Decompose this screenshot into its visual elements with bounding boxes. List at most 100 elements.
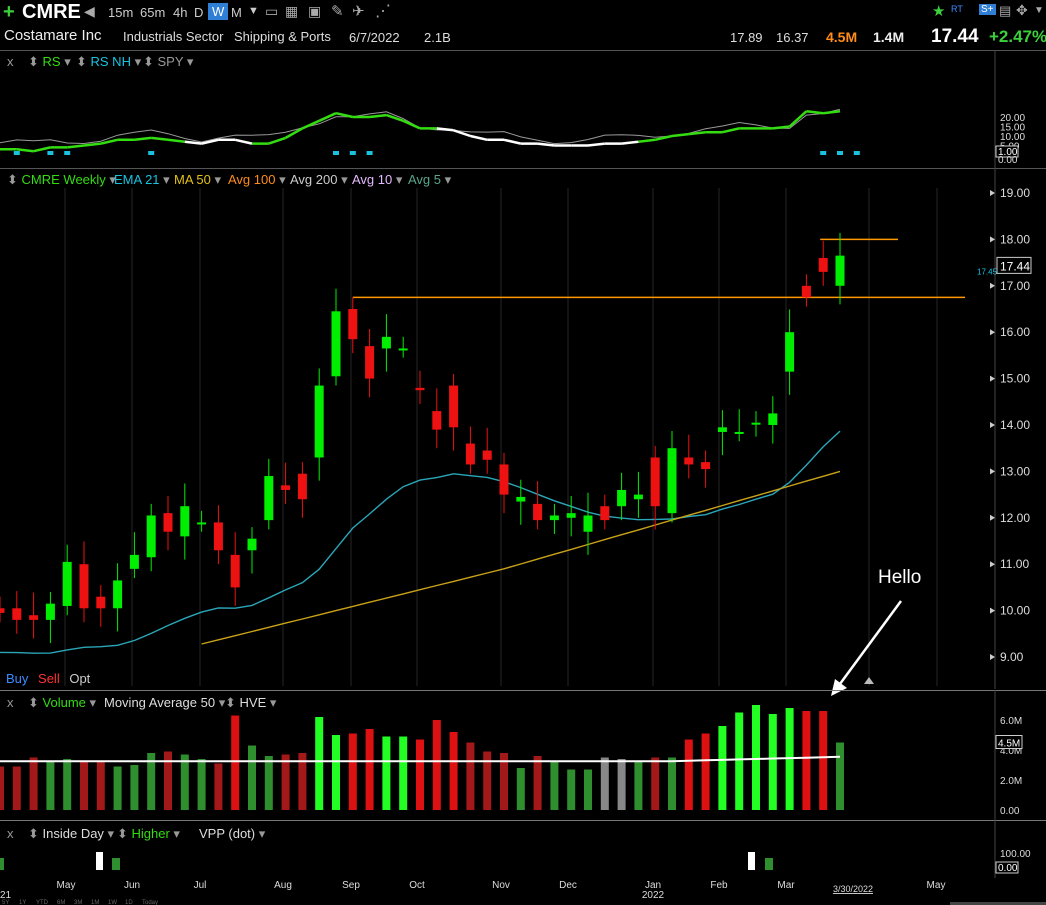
volume-ma-item[interactable]: Moving Average 50 ▾ [104, 695, 226, 710]
sell-button[interactable]: Sell [38, 671, 60, 686]
rs-line-segment [151, 136, 169, 142]
move-icon[interactable]: ✥ [1016, 2, 1028, 18]
rs-line-segment [284, 127, 304, 139]
rs-nh-dot [349, 151, 356, 155]
industry-link[interactable]: Shipping & Ports [234, 29, 331, 44]
splus-badge[interactable]: S+ [979, 4, 996, 15]
print-icon[interactable]: ▤ [999, 3, 1012, 18]
rs-nh-dot [47, 151, 54, 155]
volume-bar [164, 751, 172, 810]
hve-label: HVE [239, 695, 267, 710]
scrollbar [950, 902, 1046, 905]
annotation-text[interactable]: Hello [878, 567, 922, 588]
avg100-item[interactable]: Avg 100 ▾ [228, 172, 286, 187]
grid-icon[interactable]: ▣ [308, 3, 322, 19]
rs-close-icon[interactable]: x [7, 54, 14, 69]
range-button[interactable]: YTD [36, 900, 49, 905]
vpp-item[interactable]: VPP (dot) ▾ [199, 826, 266, 841]
sector-link[interactable]: Industrials Sector [123, 29, 224, 44]
volume-bar [416, 739, 424, 810]
ema21-item[interactable]: EMA 21 ▾ [114, 172, 170, 187]
volume-item[interactable]: ⬍ Volume ▾ [28, 695, 97, 710]
change-percent: +2.47% [989, 27, 1046, 46]
share-icon[interactable]: ⋰ [375, 3, 391, 20]
x-tick-label: Mar [777, 880, 795, 891]
menu-chevron-icon[interactable]: ▼ [1034, 5, 1044, 16]
range-button[interactable]: 6M [57, 900, 65, 905]
star-icon[interactable]: ★ [932, 3, 946, 20]
buy-button[interactable]: Buy [6, 671, 29, 686]
volume-close-icon[interactable]: x [7, 695, 14, 710]
bottom-close-icon[interactable]: x [7, 826, 14, 841]
pencil-icon[interactable]: ✎ [331, 3, 344, 20]
higher-item[interactable]: ⬍ Higher ▾ [117, 826, 180, 841]
option-button[interactable]: Opt [69, 671, 91, 686]
rs-line-segment [722, 127, 740, 134]
tf-15m[interactable]: 15m [108, 5, 134, 20]
candle-body [516, 496, 526, 502]
range-button[interactable]: 5Y [2, 900, 9, 905]
hve-item[interactable]: ⬍ HVE ▾ [225, 695, 277, 710]
range-button[interactable]: 1W [108, 900, 117, 905]
add-symbol-icon[interactable]: + [3, 1, 15, 23]
range-button[interactable]: 1D [125, 900, 133, 905]
rs-line-segment [167, 138, 185, 143]
avg200-item[interactable]: Avg 200 ▾ [290, 172, 348, 187]
ma50-item[interactable]: MA 50 ▾ [174, 172, 222, 187]
candle-body [180, 506, 190, 537]
avg10-label: Avg 10 [352, 172, 393, 187]
range-button[interactable]: Today [142, 900, 158, 905]
price-chart[interactable]: 19.00 18.00 17.00 16.00 15.00 14.00 13.00 12.00… [0, 168, 1046, 689]
inside-day-item[interactable]: ⬍ Inside Day ▾ [28, 826, 115, 841]
candle-body [432, 411, 442, 430]
chevron-down-icon[interactable]: ▼ [248, 5, 259, 17]
realtime-badge[interactable]: RT [951, 4, 963, 14]
rsnh-item[interactable]: ⬍ RS NH ▾ [76, 54, 142, 69]
range-button[interactable]: 1M [91, 900, 99, 905]
avg10-item[interactable]: Avg 10 ▾ [352, 172, 403, 187]
rs-line-segment [587, 142, 605, 147]
rs-nh-dot [148, 151, 155, 155]
volume-ma-label: Moving Average 50 [104, 695, 216, 710]
avg5-item[interactable]: Avg 5 ▾ [408, 172, 452, 187]
candle-body [96, 596, 106, 609]
symbol-title[interactable]: CMRE [22, 1, 81, 23]
rs-line-segment [470, 134, 488, 142]
tf-m[interactable]: M [231, 5, 242, 20]
volume-bar [130, 765, 139, 810]
tf-d[interactable]: D [194, 5, 204, 20]
range-button[interactable]: 3M [74, 900, 82, 905]
marker-label: 17.45 [977, 267, 998, 276]
tf-4h[interactable]: 4h [173, 5, 188, 20]
toolbar: + CMRE ◀ 15m 65m 4h D W M ▼ ▭ ▦ ▣ ✎ ✈ ⋰ … [0, 0, 1046, 24]
layout-icon[interactable]: ▦ [285, 3, 299, 19]
y-tick-label: 14.00 [1000, 418, 1030, 432]
range-button[interactable]: 1Y [19, 900, 26, 905]
volume-label: Volume [42, 695, 86, 710]
y-tick-mark [990, 190, 995, 196]
avg200-label: Avg 200 [290, 172, 338, 187]
spy-item[interactable]: ⬍ SPY ▾ [143, 54, 194, 69]
alert-icon[interactable]: ✈ [352, 3, 365, 20]
volume-bar [281, 754, 290, 810]
tf-w[interactable]: W [208, 3, 229, 20]
candle-body [213, 522, 223, 551]
rs-line-segment [33, 146, 51, 153]
x-tick-label: Jan [645, 880, 661, 891]
volume-bar [466, 742, 475, 810]
y-tick-mark [990, 514, 995, 521]
volume-bar [264, 756, 273, 810]
rsnh-label: RS NH [90, 54, 131, 69]
annotation-arrow[interactable] [825, 595, 910, 700]
low-value: 16.37 [776, 30, 809, 45]
price-series-item[interactable]: ⬍ CMRE Weekly ▾ [7, 172, 116, 187]
candle-body [45, 603, 55, 620]
volume-bar [180, 754, 189, 810]
rs-line-segment [772, 125, 790, 130]
chart-type-icon[interactable]: ▭ [265, 3, 279, 19]
megaphone-icon[interactable]: ◀ [84, 3, 95, 19]
tf-65m[interactable]: 65m [140, 5, 166, 20]
rs-item[interactable]: ⬍ RS ▾ [28, 54, 71, 69]
trade-buttons: Buy Sell Opt [6, 671, 90, 686]
x-tick-label: May [57, 880, 76, 891]
